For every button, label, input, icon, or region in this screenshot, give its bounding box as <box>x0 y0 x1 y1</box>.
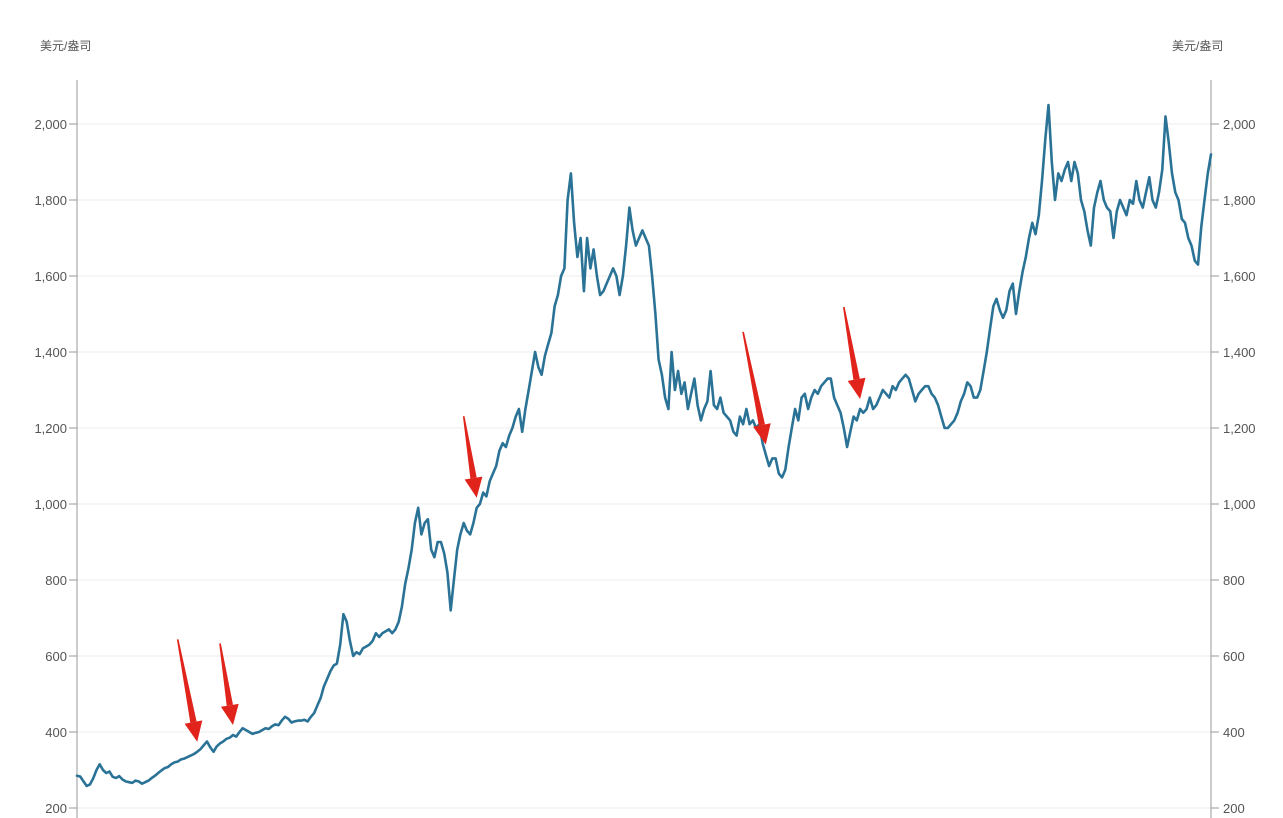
gold-price-series-line <box>75 103 1213 788</box>
right-y-tick-label: 1,400 <box>1223 345 1256 360</box>
right-y-tick-label: 1,200 <box>1223 421 1256 436</box>
right-y-tick-label: 1,000 <box>1223 497 1256 512</box>
red-arrow-annotation <box>219 643 239 725</box>
left-y-unit-label: 美元/盎司 <box>40 39 91 53</box>
red-arrow-annotation <box>742 331 771 445</box>
right-y-tick-label: 2,000 <box>1223 117 1256 132</box>
right-y-tick-label: 1,600 <box>1223 269 1256 284</box>
left-y-tick-label: 1,200 <box>34 421 67 436</box>
left-y-tick-label: 400 <box>45 725 67 740</box>
left-y-tick-label: 600 <box>45 649 67 664</box>
y-ticks: 200 200 400 400 600 600 800 800 1,000 1,000 1,200 1… <box>34 117 1255 816</box>
left-y-tick-label: 1,600 <box>34 269 67 284</box>
right-y-tick-label: 200 <box>1223 801 1245 816</box>
right-y-tick-label: 600 <box>1223 649 1245 664</box>
arrow-annotations <box>176 306 866 742</box>
axes <box>76 80 1212 818</box>
left-y-tick-label: 1,400 <box>34 345 67 360</box>
series-line <box>75 103 1213 788</box>
right-y-tick-label: 400 <box>1223 725 1245 740</box>
grid-lines <box>77 123 1211 809</box>
left-y-tick-label: 200 <box>45 801 67 816</box>
right-y-tick-label: 1,800 <box>1223 193 1256 208</box>
red-arrow-annotation <box>462 416 483 498</box>
right-y-unit-label: 美元/盎司 <box>1172 39 1223 53</box>
left-y-tick-label: 800 <box>45 573 67 588</box>
left-y-tick-label: 1,000 <box>34 497 67 512</box>
left-y-tick-label: 1,800 <box>34 193 67 208</box>
red-arrow-annotation <box>843 306 866 399</box>
right-y-tick-label: 800 <box>1223 573 1245 588</box>
red-arrow-annotation <box>176 639 203 742</box>
left-y-tick-label: 2,000 <box>34 117 67 132</box>
